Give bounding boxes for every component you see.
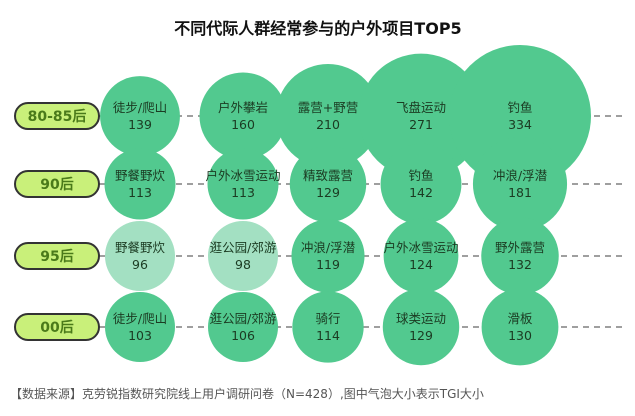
row-label-pill [14,102,100,130]
bubble-value: 334 [508,117,532,132]
bubble-value: 113 [128,185,152,200]
bubble [207,148,279,220]
bubble [208,292,278,362]
bubble-value: 114 [316,328,340,343]
bubble-label: 冲浪/浮潜 [301,240,356,255]
bubble-value: 129 [316,185,340,200]
bubble-value: 271 [409,117,433,132]
bubble-label: 户外冰雪运动 [383,240,458,255]
bubble [383,218,459,294]
bubbles: 徒步/爬山 139 户外攀岩 160 露营+野营 210 飞盘运动 271 钓鱼 334 野餐野炊 1… [100,45,591,366]
bubble-label: 球类运动 [396,311,446,326]
row-labels: 80-85后 90后 95后 00后 [14,102,100,341]
row-label-pill [14,170,100,198]
row-label: 90后 [40,176,73,193]
bubble-label: 钓鱼 [507,100,532,115]
row-label: 00后 [40,319,73,336]
bubble-label: 钓鱼 [408,168,433,183]
data-source-note: 【数据来源】克劳锐指数研究院线上用户调研问卷（N=428）,图中气泡大小表示TG… [10,387,484,401]
bubble-label: 户外攀岩 [218,100,268,115]
bubble-value: 210 [316,117,340,132]
bubble-value: 124 [409,257,433,272]
bubble-label: 骑行 [315,311,340,326]
bubble-value: 139 [128,117,152,132]
bubble-value: 98 [235,257,251,272]
row-label-pill [14,242,100,270]
bubble [449,45,591,187]
bubble-label: 徒步/爬山 [113,311,167,326]
bubble [289,145,367,223]
bubble-label: 滑板 [507,311,533,326]
bubble-value: 96 [132,257,148,272]
bubble-value: 106 [231,328,255,343]
bubble-value: 129 [409,328,433,343]
row-label: 95后 [40,248,73,265]
chart-title: 不同代际人群经常参与的户外项目TOP5 [174,19,461,38]
bubble [380,143,462,225]
bubble [481,288,559,366]
row-label: 80-85后 [28,108,87,125]
bubble [291,219,365,293]
bubble-label: 逛公园/郊游 [210,311,277,326]
bubble [382,288,460,366]
bubble [276,64,380,168]
bubble [199,72,287,160]
bubble-value: 142 [409,185,433,200]
bubble [105,292,175,362]
bubble-label: 精致露营 [303,168,353,183]
bubble-value: 130 [508,328,532,343]
bubble-value: 113 [231,185,255,200]
bubble [481,217,559,295]
bubble-label: 徒步/爬山 [113,100,167,115]
bubble-label: 户外冰雪运动 [205,168,280,183]
bubble-value: 119 [316,257,340,272]
bubble-label: 野餐野炊 [115,168,166,183]
bubble [292,291,364,363]
bubble-label: 野餐野炊 [115,240,166,255]
bubble [104,148,176,220]
bubble [100,76,180,156]
bubble [358,53,484,179]
bubble-label: 野外露营 [495,240,545,255]
bubble [208,221,278,291]
bubble-label: 飞盘运动 [396,100,446,115]
bubble-label: 冲浪/浮潜 [493,168,548,183]
row-label-pill [14,313,100,341]
bubble-value: 103 [128,328,152,343]
bubble-label: 逛公园/郊游 [210,240,277,255]
bubble-label: 露营+野营 [298,100,358,115]
bubble-value: 132 [508,257,532,272]
bubble [105,221,175,291]
bubble-value: 160 [231,117,255,132]
bubble [472,136,568,232]
bubble-value: 181 [508,185,532,200]
